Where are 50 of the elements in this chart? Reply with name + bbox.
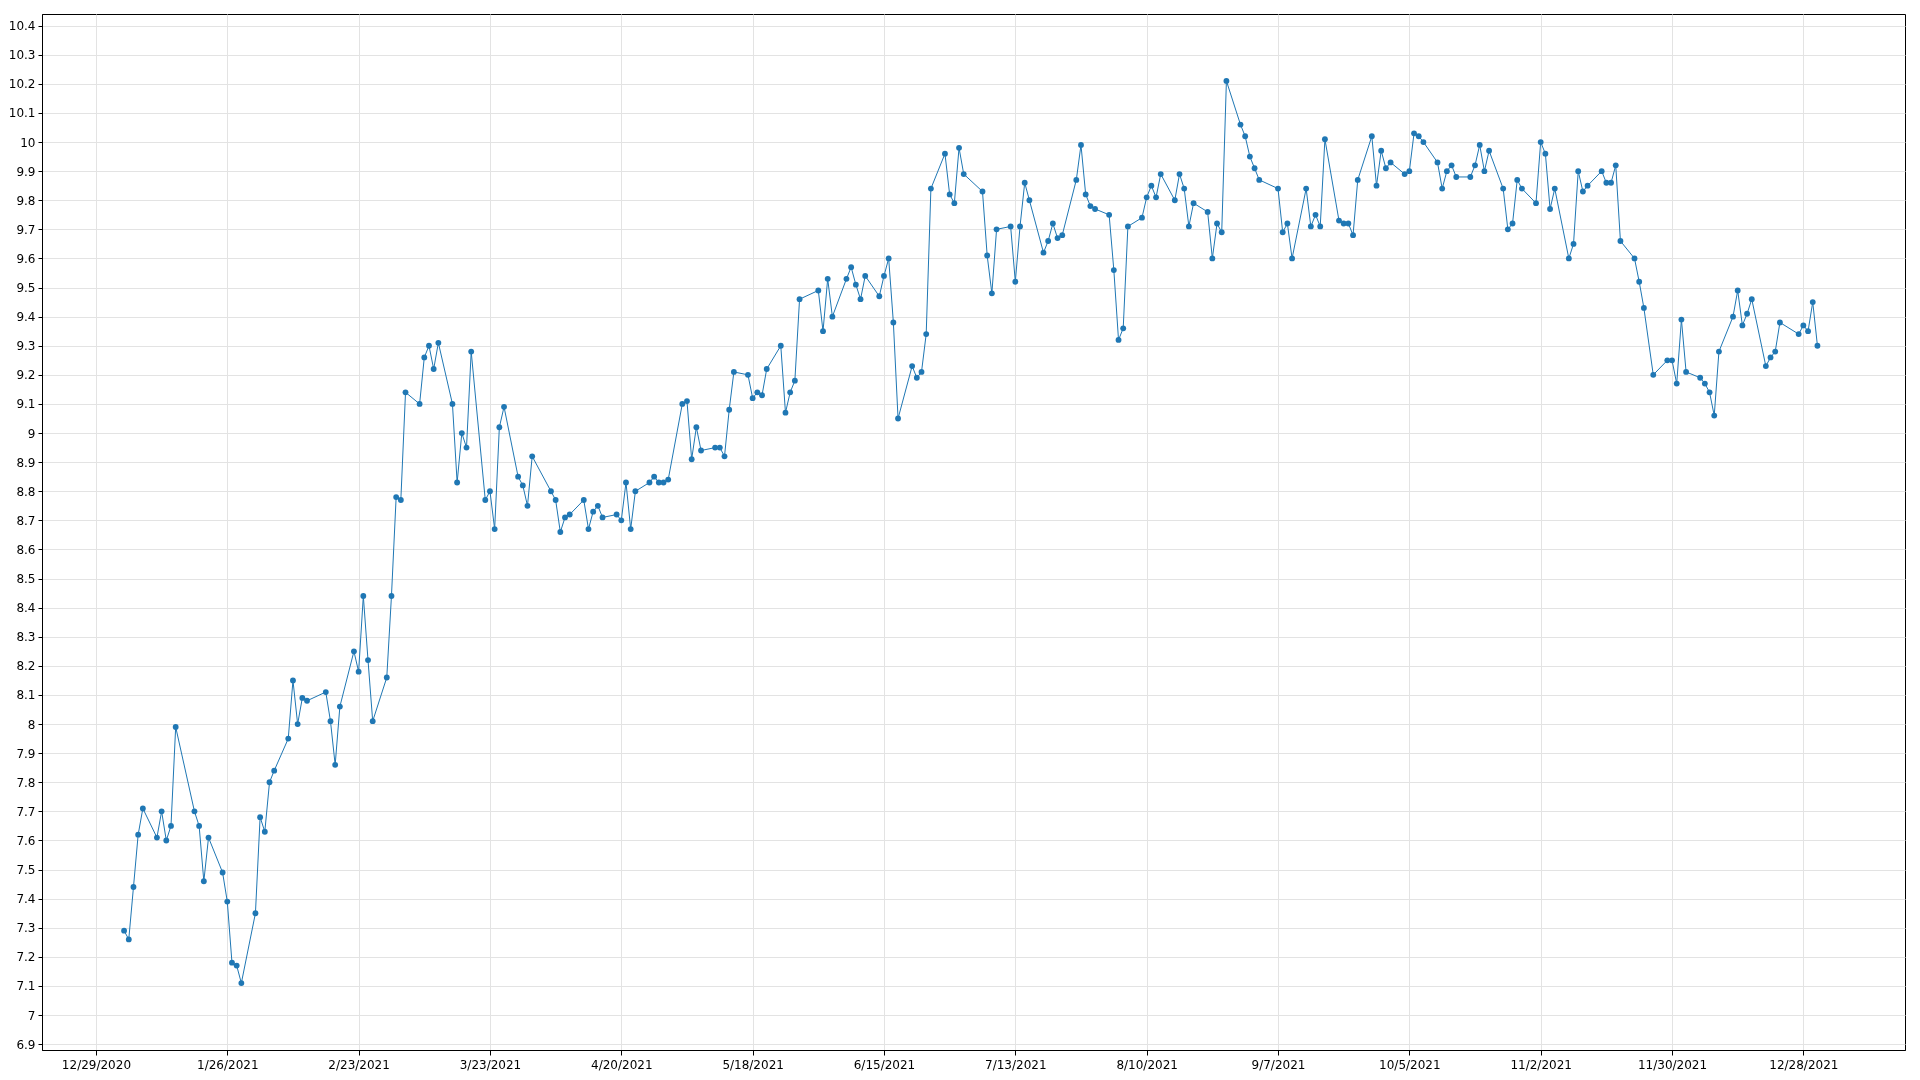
y-tick-label: 9.3 [16,339,36,354]
y-tick-label: 7.2 [16,950,36,965]
x-tick-label: 12/28/2021 [1769,1057,1839,1072]
y-tick-label: 8.9 [16,455,36,470]
x-tick-label: 12/29/2020 [61,1057,132,1072]
y-tick-label: 7.7 [16,804,36,819]
y-tick-label: 9.5 [16,281,36,296]
y-tick-label: 9.8 [16,193,36,208]
y-tick-label: 7.5 [16,863,36,878]
y-tick-label: 6.9 [16,1037,36,1052]
x-tick-label: 11/30/2021 [1637,1057,1708,1072]
y-tick-label: 7.8 [16,775,36,790]
x-tick-label: 5/18/2021 [722,1057,784,1072]
x-tick-label: 7/13/2021 [985,1057,1047,1072]
x-tick-label: 4/20/2021 [591,1057,653,1072]
y-tick-label: 9.2 [16,368,36,383]
y-tick-label: 7 [27,1008,36,1023]
x-tick-label: 8/10/2021 [1116,1057,1178,1072]
y-tick-label: 8.5 [16,572,36,587]
y-tick-label: 8.3 [16,630,36,645]
y-tick-label: 8.6 [16,542,36,557]
y-tick-label: 7.9 [16,746,36,761]
y-tick-label: 7.1 [16,979,36,994]
y-tick-label: 9.1 [16,397,36,412]
x-tick-label: 10/5/2021 [1379,1057,1441,1072]
y-tick-label: 7.3 [16,921,36,936]
y-tick-label: 10.3 [8,48,36,63]
x-tick-label: 6/15/2021 [853,1057,916,1072]
x-tick-label: 11/2/2021 [1510,1057,1572,1072]
y-tick-label: 10.1 [8,106,36,121]
y-tick-label: 8.7 [16,513,36,528]
y-tick-label: 9.9 [16,164,36,179]
x-tick-label: 9/7/2021 [1251,1057,1306,1072]
y-tick-label: 10.4 [8,19,36,34]
x-tick-label: 3/23/2021 [459,1057,522,1072]
y-tick-label: 8.4 [16,601,36,616]
y-tick-label: 9.4 [16,310,36,325]
y-tick-label: 7.4 [16,892,36,907]
y-tick-label: 8.1 [16,688,36,703]
x-tick-label: 2/23/2021 [328,1057,390,1072]
y-tick-label: 10.2 [8,77,36,92]
y-tick-label: 8 [27,717,36,732]
y-tick-label: 9.6 [16,251,36,266]
x-tick-label: 1/26/2021 [197,1057,259,1072]
y-tick-label: 7.6 [16,833,36,848]
y-tick-label: 10 [20,135,36,150]
y-tick-label: 9.7 [16,222,36,237]
y-tick-label: 8.8 [16,484,36,499]
y-tick-label: 8.2 [16,659,36,674]
y-tick-label: 9 [27,426,36,441]
